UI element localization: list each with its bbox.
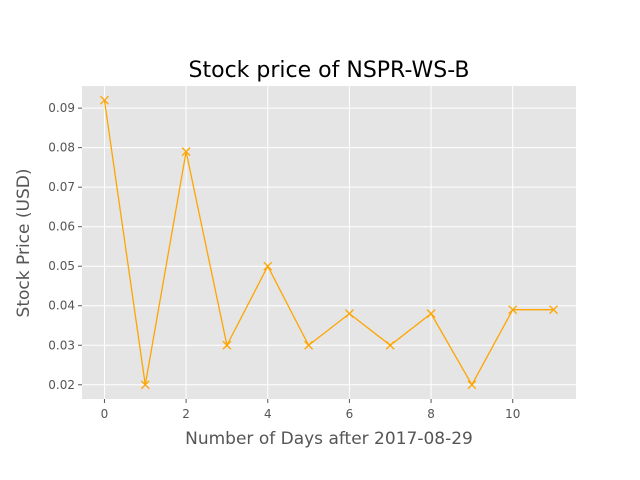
y-tick-label: 0.03	[48, 338, 75, 352]
y-gridlines	[82, 107, 576, 386]
data-point-marker	[467, 380, 477, 390]
x-tick-label: 10	[505, 407, 520, 421]
data-point-marker	[549, 305, 559, 315]
data-point-marker	[304, 340, 314, 350]
x-tick-label: 6	[346, 407, 354, 421]
y-tick-label: 0.02	[48, 378, 75, 392]
data-point-marker	[222, 340, 232, 350]
data-point-marker	[263, 261, 273, 271]
y-tick-label: 0.08	[48, 141, 75, 155]
y-tick-label: 0.07	[48, 180, 75, 194]
series-group	[99, 95, 559, 390]
x-tick-label: 4	[264, 407, 272, 421]
y-tick-label: 0.04	[48, 299, 75, 313]
x-axis-label: Number of Days after 2017-08-29	[185, 429, 473, 449]
y-tick-label: 0.09	[48, 101, 75, 115]
x-gridlines	[103, 86, 514, 399]
data-point-marker	[344, 309, 354, 319]
x-tick-label: 8	[427, 407, 435, 421]
data-point-marker	[99, 95, 109, 105]
chart-title: Stock price of NSPR-WS-B	[189, 58, 470, 83]
y-tick-label: 0.05	[48, 259, 75, 273]
data-point-marker	[181, 147, 191, 157]
x-tick-label: 2	[182, 407, 190, 421]
plot-area	[82, 86, 576, 399]
data-point-marker	[508, 305, 518, 315]
y-tick-label: 0.06	[48, 220, 75, 234]
x-axis-ticks: 0 2 4 6 8 10	[101, 399, 520, 421]
data-point-marker	[385, 340, 395, 350]
y-axis-ticks: 0.02 0.03 0.04 0.05 0.06 0.07 0.08 0.09	[48, 101, 82, 392]
data-point-marker	[140, 380, 150, 390]
data-point-marker	[426, 309, 436, 319]
y-axis-label: Stock Price (USD)	[14, 169, 34, 318]
x-tick-label: 0	[101, 407, 109, 421]
series-line	[103, 100, 554, 387]
